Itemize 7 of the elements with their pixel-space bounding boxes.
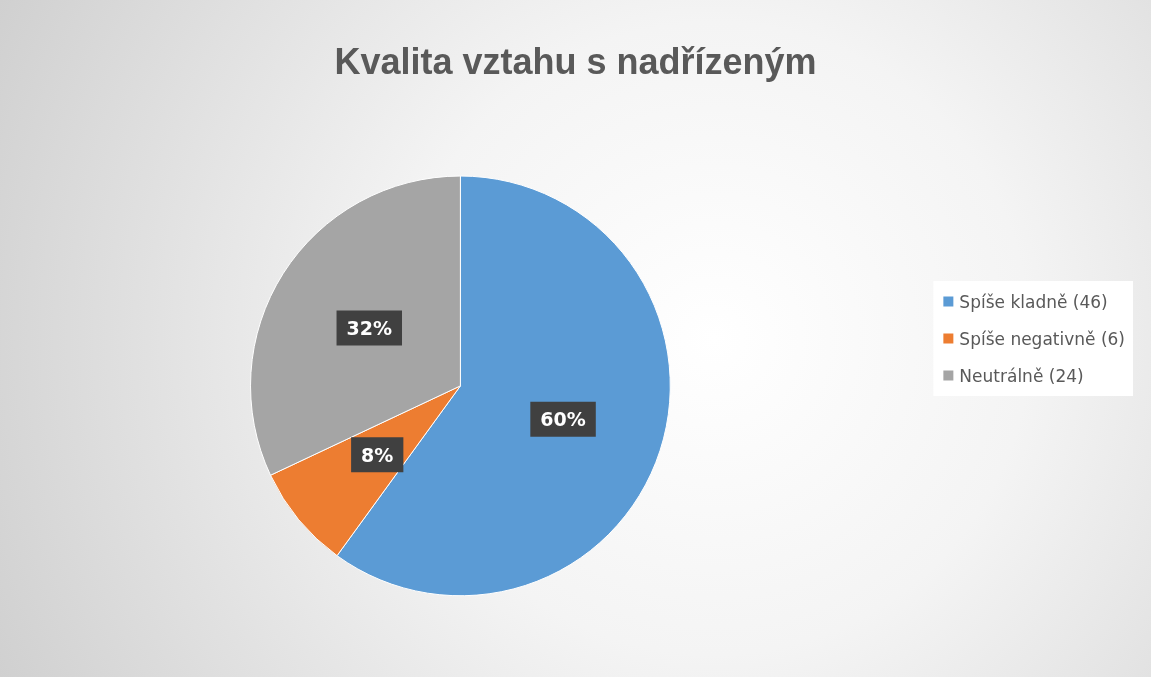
legend-label: Neutrálně (24): [959, 365, 1084, 386]
chart-title: Kvalita vztahu s nadřízeným: [334, 40, 817, 82]
legend-label: Spíše kladně (46): [959, 291, 1108, 312]
data-label: 60%: [540, 408, 586, 431]
data-label: 8%: [361, 443, 394, 466]
data-label: 32%: [346, 317, 393, 340]
legend-label: Spíše negativně (6): [959, 328, 1126, 349]
